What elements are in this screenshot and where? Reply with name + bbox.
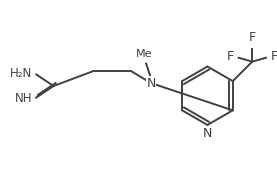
Text: N: N [203, 127, 212, 140]
Text: F: F [227, 50, 234, 63]
Text: H₂N: H₂N [10, 67, 32, 80]
Text: N: N [146, 77, 156, 90]
Text: Me: Me [136, 49, 152, 59]
Text: F: F [249, 31, 256, 44]
Text: NH: NH [15, 92, 32, 105]
Text: F: F [271, 50, 277, 63]
